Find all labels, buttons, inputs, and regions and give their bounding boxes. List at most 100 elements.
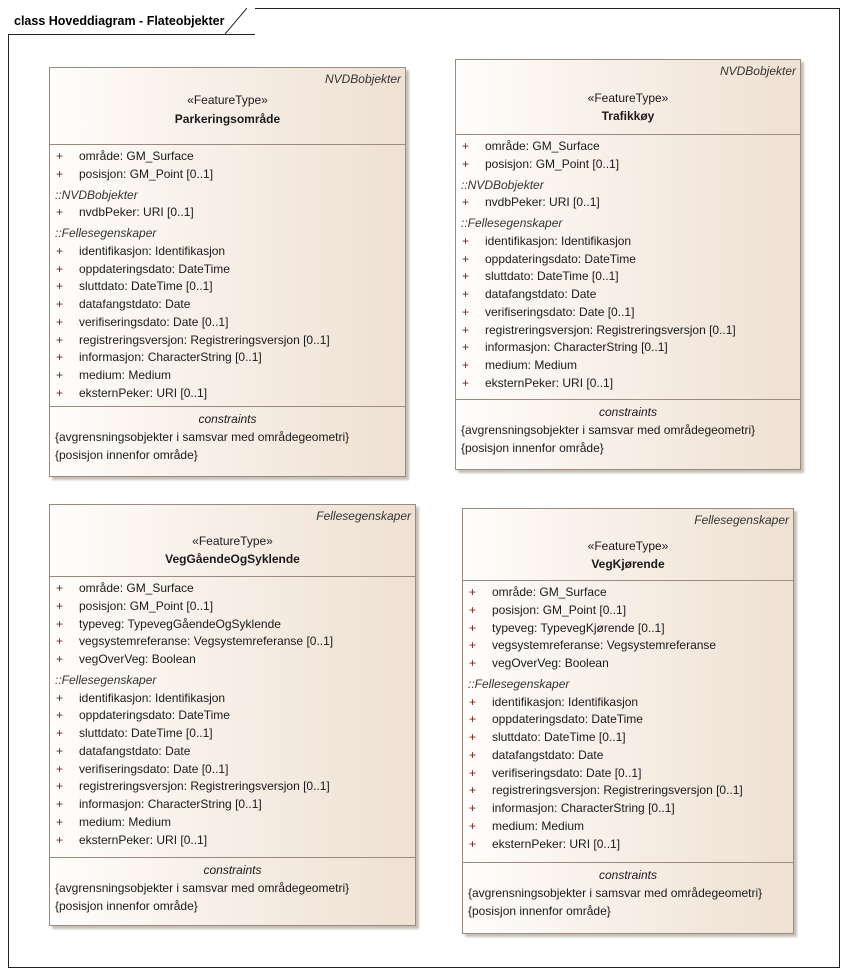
attribute-text: typeveg: TypevegGåendeOgSyklende bbox=[79, 616, 281, 631]
attribute-text: identifikasjon: Identifikasjon bbox=[79, 690, 226, 705]
attribute-row[interactable]: + posisjon: GM_Point [0..1] bbox=[50, 166, 405, 184]
attribute-row[interactable]: + sluttdato: DateTime [0..1] bbox=[50, 725, 415, 743]
public-visibility-icon: + bbox=[56, 581, 64, 595]
attribute-row[interactable]: + registreringsversjon: Registreringsvers… bbox=[463, 782, 793, 800]
attribute-text: informasjon: CharacterString [0..1] bbox=[79, 350, 262, 365]
attributes-section: + område: GM_Surface + posisjon: GM_Point [… bbox=[456, 135, 800, 400]
attribute-row[interactable]: + informasjon: CharacterString [0..1] bbox=[50, 349, 405, 367]
attribute-text: informasjon: CharacterString [0..1] bbox=[492, 801, 675, 815]
constraints-section: constraints {avgrensningsobjekter i samsv… bbox=[456, 400, 800, 457]
attribute-row[interactable]: + nvdbPeker: URI [0..1] bbox=[50, 204, 405, 222]
attribute-row[interactable]: + datafangstdato: Date bbox=[50, 296, 405, 314]
attribute-row[interactable]: + oppdateringsdato: DateTime bbox=[50, 261, 405, 279]
public-visibility-icon: + bbox=[56, 761, 64, 776]
public-visibility-icon: + bbox=[56, 166, 64, 181]
attribute-row[interactable]: + typeveg: TypevegKjørende [0..1] bbox=[463, 620, 793, 638]
attribute-row[interactable]: + verifiseringsdato: Date [0..1] bbox=[463, 765, 793, 783]
attribute-text: identifikasjon: Identifikasjon bbox=[492, 694, 639, 709]
attribute-text: medium: Medium bbox=[79, 368, 172, 382]
attribute-group-label: ::Fellesegenskaper bbox=[55, 226, 157, 240]
attribute-row[interactable]: + sluttdato: DateTime [0..1] bbox=[50, 278, 405, 296]
attribute-row[interactable]: + område: GM_Surface bbox=[50, 580, 415, 598]
public-visibility-icon: + bbox=[462, 358, 470, 372]
attribute-row[interactable]: + informasjon: CharacterString [0..1] bbox=[456, 339, 800, 357]
class-box[interactable]: Fellesegenskaper «FeatureType» VegGåendeOg… bbox=[49, 504, 416, 926]
attribute-row[interactable]: + datafangstdato: Date bbox=[456, 286, 800, 304]
attribute-row[interactable]: + verifiseringsdato: Date [0..1] bbox=[50, 314, 405, 332]
attribute-text: vegOverVeg: Boolean bbox=[79, 652, 196, 666]
attribute-row[interactable]: + identifikasjon: Identifikasjon bbox=[463, 694, 793, 712]
attribute-row[interactable]: + posisjon: GM_Point [0..1] bbox=[50, 598, 415, 616]
constraint-row: {posisjon innenfor område} bbox=[468, 904, 611, 918]
attribute-row[interactable]: + eksternPeker: URI [0..1] bbox=[50, 385, 405, 403]
attribute-row[interactable]: + registreringsversjon: Registreringsvers… bbox=[50, 778, 415, 796]
attribute-row[interactable]: + posisjon: GM_Point [0..1] bbox=[456, 156, 800, 174]
attribute-text: posisjon: GM_Point [0..1] bbox=[79, 598, 214, 613]
attribute-row[interactable]: + område: GM_Surface bbox=[463, 584, 793, 602]
attribute-row[interactable]: + vegsystemreferanse: Vegsystemreferanse bbox=[463, 637, 793, 655]
attribute-group-label: ::NVDBobjekter bbox=[461, 177, 544, 192]
class-box[interactable]: NVDBobjekter «FeatureType» Trafikkøy + områd… bbox=[455, 59, 801, 470]
attribute-row[interactable]: + datafangstdato: Date bbox=[50, 743, 415, 761]
attribute-row[interactable]: + typeveg: TypevegGåendeOgSyklende bbox=[50, 616, 415, 634]
attribute-row[interactable]: + vegOverVeg: Boolean bbox=[463, 655, 793, 673]
public-visibility-icon: + bbox=[469, 585, 477, 599]
public-visibility-icon: + bbox=[462, 269, 470, 284]
attribute-row[interactable]: + eksternPeker: URI [0..1] bbox=[463, 836, 793, 854]
attribute-row[interactable]: + posisjon: GM_Point [0..1] bbox=[463, 602, 793, 620]
constraint-row: {avgrensningsobjekter i samsvar med områ… bbox=[468, 886, 763, 900]
attribute-row[interactable]: + identifikasjon: Identifikasjon bbox=[50, 243, 405, 261]
attributes-section: + område: GM_Surface + posisjon: GM_Point [… bbox=[50, 577, 415, 858]
attribute-text: medium: Medium bbox=[485, 358, 578, 372]
attribute-row[interactable]: + oppdateringsdato: DateTime bbox=[463, 711, 793, 729]
constraint-row: {avgrensningsobjekter i samsvar med områ… bbox=[55, 430, 350, 444]
attribute-row[interactable]: + medium: Medium bbox=[50, 814, 415, 832]
package-name: Fellesegenskaper bbox=[316, 509, 411, 523]
diagram-title: class Hoveddiagram - Flateobjekter bbox=[8, 8, 255, 35]
attribute-row[interactable]: + sluttdato: DateTime [0..1] bbox=[463, 729, 793, 747]
attribute-row[interactable]: + verifiseringsdato: Date [0..1] bbox=[456, 304, 800, 322]
attribute-row[interactable]: + verifiseringsdato: Date [0..1] bbox=[50, 761, 415, 779]
class-box[interactable]: NVDBobjekter «FeatureType» Parkeringsområd… bbox=[49, 67, 406, 477]
attribute-row[interactable]: + område: GM_Surface bbox=[50, 148, 405, 166]
attribute-text: vegsystemreferanse: Vegsystemreferanse [… bbox=[79, 634, 334, 649]
attribute-text: typeveg: TypevegKjørende [0..1] bbox=[492, 620, 665, 635]
public-visibility-icon: + bbox=[462, 375, 470, 390]
attribute-text: område: GM_Surface bbox=[79, 581, 194, 595]
constraint-row: {posisjon innenfor område} bbox=[55, 448, 198, 462]
constraints-section: constraints {avgrensningsobjekter i samsv… bbox=[50, 858, 415, 915]
attribute-row[interactable]: + registreringsversjon: Registreringsvers… bbox=[456, 322, 800, 340]
public-visibility-icon: + bbox=[56, 708, 64, 723]
attribute-row[interactable]: + sluttdato: DateTime [0..1] bbox=[456, 268, 800, 286]
public-visibility-icon: + bbox=[469, 730, 477, 744]
attribute-row[interactable]: + vegsystemreferanse: Vegsystemreferanse … bbox=[50, 633, 415, 651]
public-visibility-icon: + bbox=[56, 385, 64, 400]
public-visibility-icon: + bbox=[469, 818, 477, 833]
attribute-row[interactable]: + datafangstdato: Date bbox=[463, 747, 793, 765]
attribute-text: sluttdato: DateTime [0..1] bbox=[485, 269, 619, 284]
attribute-row[interactable]: + identifikasjon: Identifikasjon bbox=[456, 233, 800, 251]
public-visibility-icon: + bbox=[56, 261, 64, 276]
attribute-row[interactable]: + informasjon: CharacterString [0..1] bbox=[50, 796, 415, 814]
class-box[interactable]: Fellesegenskaper «FeatureType» VegKjørende… bbox=[462, 508, 794, 934]
attribute-row[interactable]: + eksternPeker: URI [0..1] bbox=[456, 375, 800, 393]
constraint-row: {avgrensningsobjekter i samsvar med områ… bbox=[55, 881, 350, 895]
attribute-text: posisjon: GM_Point [0..1] bbox=[492, 602, 627, 617]
attribute-row[interactable]: + område: GM_Surface bbox=[456, 138, 800, 156]
attribute-row[interactable]: + oppdateringsdato: DateTime bbox=[50, 707, 415, 725]
attribute-row[interactable]: + oppdateringsdato: DateTime bbox=[456, 251, 800, 269]
attribute-text: verifiseringsdato: Date [0..1] bbox=[79, 761, 229, 776]
attribute-row[interactable]: + eksternPeker: URI [0..1] bbox=[50, 832, 415, 850]
attribute-row[interactable]: + medium: Medium bbox=[50, 367, 405, 385]
attribute-row[interactable]: + medium: Medium bbox=[456, 357, 800, 375]
attribute-text: område: GM_Surface bbox=[492, 585, 607, 599]
constraint-row: {posisjon innenfor område} bbox=[55, 899, 198, 913]
attribute-row[interactable]: + nvdbPeker: URI [0..1] bbox=[456, 194, 800, 212]
attribute-row[interactable]: + medium: Medium bbox=[463, 818, 793, 836]
attribute-row[interactable]: + informasjon: CharacterString [0..1] bbox=[463, 800, 793, 818]
attribute-text: posisjon: GM_Point [0..1] bbox=[485, 156, 620, 171]
attribute-row[interactable]: + identifikasjon: Identifikasjon bbox=[50, 690, 415, 708]
attribute-row[interactable]: + registreringsversjon: Registreringsvers… bbox=[50, 332, 405, 350]
public-visibility-icon: + bbox=[56, 332, 64, 347]
attribute-row[interactable]: + vegOverVeg: Boolean bbox=[50, 651, 415, 669]
